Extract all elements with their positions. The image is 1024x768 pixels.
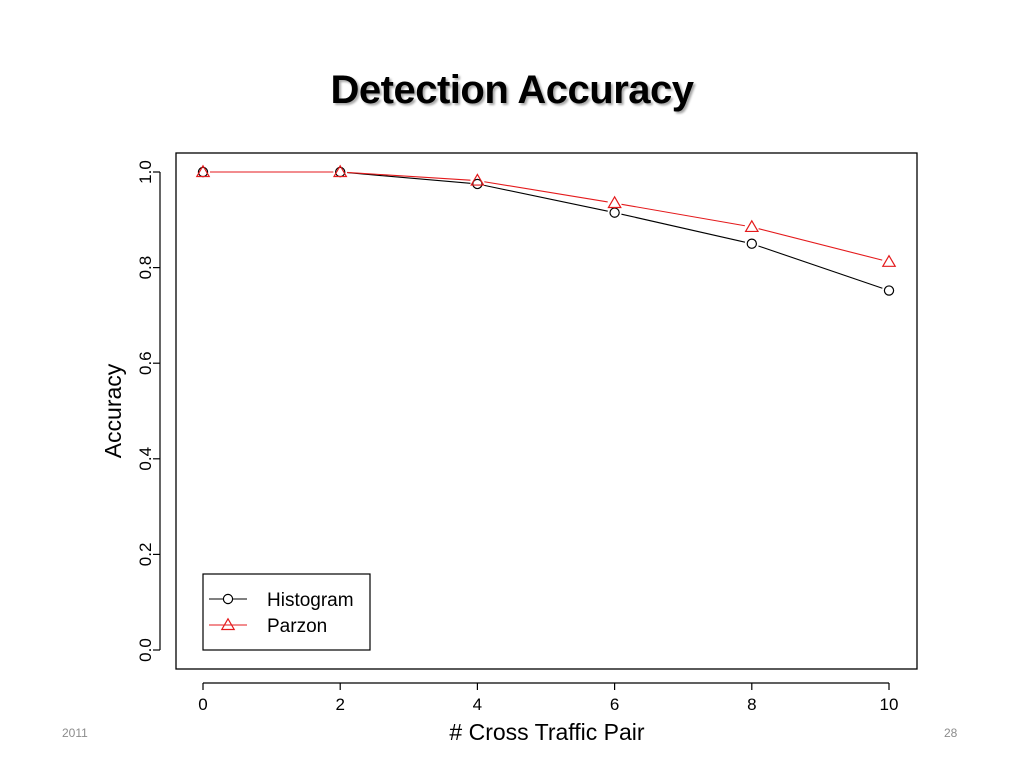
- parzon-point: [332, 164, 348, 178]
- parzon-line-segment: [621, 203, 745, 227]
- histogram-point: [472, 178, 483, 190]
- footer-year: 2011: [62, 726, 88, 740]
- x-tick-label: 8: [747, 695, 756, 714]
- y-tick-label: 0.4: [136, 447, 155, 471]
- histogram-line-segment: [347, 172, 471, 184]
- histogram-line-segment: [621, 213, 746, 243]
- x-axis-title: # Cross Traffic Pair: [449, 719, 644, 745]
- parzon-point: [470, 173, 485, 186]
- y-tick-label: 0.2: [136, 543, 155, 567]
- y-tick-label: 0.6: [136, 351, 155, 375]
- histogram-point: [746, 238, 758, 249]
- histogram-point: [883, 285, 895, 296]
- parzon-line-segment: [347, 171, 471, 181]
- parzon-point: [195, 164, 211, 178]
- histogram-line-segment: [758, 245, 883, 289]
- legend-box: [202, 573, 371, 651]
- page-number: 28: [944, 726, 958, 740]
- y-tick-label: 1.0: [136, 160, 155, 184]
- parzon-line-segment: [484, 181, 608, 203]
- histogram-line-segment: [484, 184, 608, 212]
- parzon-point: [744, 219, 760, 233]
- legend-marker-triangle: [220, 617, 236, 631]
- y-axis-title: Accuracy: [100, 363, 126, 458]
- parzon-line-segment: [758, 228, 883, 261]
- x-tick-label: 2: [335, 695, 344, 714]
- parzon-point: [607, 195, 622, 209]
- x-tick-label: 4: [473, 695, 482, 714]
- y-tick-label: 0.8: [136, 256, 155, 280]
- x-tick-label: 6: [610, 695, 619, 714]
- slide-title: Detection Accuracy: [330, 68, 695, 112]
- parzon-point: [881, 254, 897, 267]
- legend-label: Histogram: [267, 590, 354, 611]
- x-tick-label: 0: [198, 695, 207, 714]
- legend-marker-circle: [222, 593, 234, 605]
- histogram-point: [609, 207, 620, 218]
- legend-label: Parzon: [267, 616, 327, 637]
- x-tick-label: 10: [880, 695, 899, 714]
- y-tick-label: 0.0: [136, 638, 155, 662]
- plot-frame: [175, 152, 918, 670]
